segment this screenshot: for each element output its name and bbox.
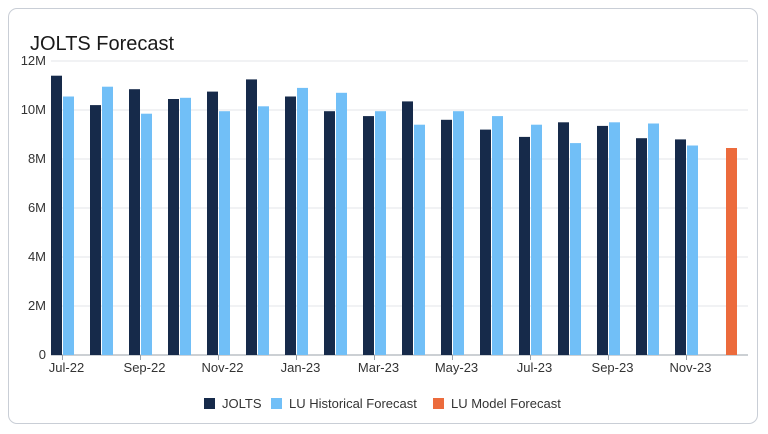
bar-jolts-feb-23: [324, 111, 335, 355]
bar-lu-model-forecast-dec-23: [726, 148, 737, 355]
legend-label: LU Model Forecast: [451, 396, 561, 411]
bar-jolts-jan-23: [285, 96, 296, 355]
legend-label: JOLTS: [222, 396, 262, 411]
bars: [51, 75, 737, 356]
x-tick-label: Mar-23: [358, 360, 399, 375]
legend-swatch: [204, 398, 215, 409]
bar-lu-historical-forecast-sep-23: [609, 122, 620, 356]
bar-lu-historical-forecast-oct-22: [180, 97, 191, 356]
bar-jolts-dec-22: [246, 79, 257, 356]
y-axis-ticks: 0 2M 4M 6M 8M 10M 12M: [21, 53, 46, 362]
bar-jolts-jul-22: [51, 75, 62, 355]
bar-jolts-nov-22: [207, 91, 218, 355]
legend: JOLTS LU Historical Forecast LU Model Fore…: [204, 396, 561, 411]
bar-jolts-oct-22: [168, 99, 179, 355]
y-tick-label: 8M: [28, 151, 46, 166]
bar-lu-historical-forecast-jun-23: [492, 116, 503, 355]
y-tick-label: 10M: [21, 102, 46, 117]
legend-swatch: [271, 398, 282, 409]
y-tick-label: 0: [39, 347, 46, 362]
bar-jolts-jul-23: [519, 136, 530, 355]
x-tick-label: Jul-22: [49, 360, 84, 375]
x-tick-label: Jan-23: [281, 360, 321, 375]
x-tick-label: Nov-23: [670, 360, 712, 375]
x-tick-label: Sep-23: [592, 360, 634, 375]
bar-lu-historical-forecast-jul-23: [531, 124, 542, 355]
bar-lu-historical-forecast-aug-23: [570, 143, 581, 355]
bar-lu-historical-forecast-aug-22: [102, 86, 113, 355]
bar-lu-historical-forecast-mar-23: [375, 111, 386, 355]
bar-lu-historical-forecast-apr-23: [414, 124, 425, 355]
bar-jolts-jun-23: [480, 129, 491, 355]
bar-lu-historical-forecast-nov-23: [687, 145, 698, 355]
bar-jolts-oct-23: [636, 138, 647, 355]
x-tick-label: May-23: [435, 360, 478, 375]
y-tick-label: 4M: [28, 249, 46, 264]
bar-jolts-sep-22: [129, 89, 140, 355]
x-tick-label: Nov-22: [202, 360, 244, 375]
bar-lu-historical-forecast-dec-22: [258, 106, 269, 355]
bar-jolts-aug-23: [558, 122, 569, 356]
bar-lu-historical-forecast-sep-22: [141, 113, 152, 355]
y-tick-label: 12M: [21, 53, 46, 68]
y-tick-label: 6M: [28, 200, 46, 215]
x-tick-label: Sep-22: [124, 360, 166, 375]
bar-lu-historical-forecast-jan-23: [297, 87, 308, 356]
y-tick-label: 2M: [28, 298, 46, 313]
bar-lu-historical-forecast-nov-22: [219, 111, 230, 355]
bar-jolts-apr-23: [402, 101, 413, 356]
legend-label: LU Historical Forecast: [289, 396, 417, 411]
bar-lu-historical-forecast-feb-23: [336, 92, 347, 356]
bar-lu-historical-forecast-jul-22: [63, 96, 74, 355]
legend-swatch: [433, 398, 444, 409]
bar-lu-historical-forecast-may-23: [453, 111, 464, 355]
bar-lu-historical-forecast-oct-23: [648, 123, 659, 355]
bar-jolts-aug-22: [90, 105, 101, 355]
x-axis-ticks: Jul-22 Sep-22 Nov-22 Jan-23 Mar-23 May-23 Jul-…: [49, 355, 712, 375]
gridlines: [51, 60, 748, 356]
chart-title: JOLTS Forecast: [30, 33, 175, 55]
bar-jolts-sep-23: [597, 125, 608, 356]
bar-jolts-mar-23: [363, 116, 374, 355]
bar-jolts-may-23: [441, 119, 452, 355]
bar-jolts-nov-23: [675, 139, 686, 355]
x-tick-label: Jul-23: [517, 360, 552, 375]
